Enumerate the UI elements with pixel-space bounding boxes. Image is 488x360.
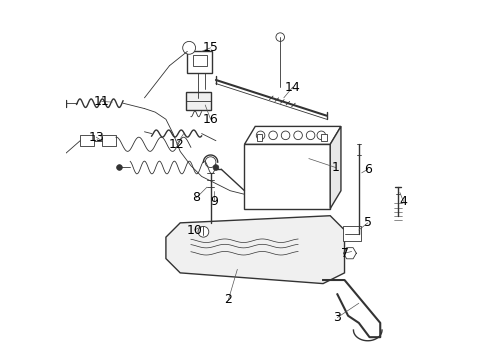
Polygon shape: [244, 126, 340, 144]
Bar: [185, 93, 210, 111]
Bar: [192, 55, 206, 66]
Circle shape: [198, 226, 208, 237]
Text: 14: 14: [285, 81, 300, 94]
Text: 12: 12: [168, 138, 184, 151]
Circle shape: [281, 131, 289, 140]
Text: 2: 2: [224, 293, 232, 306]
Text: 7: 7: [340, 247, 348, 260]
Bar: [342, 226, 360, 241]
Circle shape: [205, 157, 216, 167]
Bar: [102, 135, 116, 146]
Text: 4: 4: [399, 195, 407, 208]
Bar: [80, 135, 94, 146]
Circle shape: [256, 131, 264, 140]
Text: 10: 10: [186, 224, 202, 237]
Text: 8: 8: [192, 192, 200, 204]
Circle shape: [268, 131, 277, 140]
Text: 9: 9: [210, 195, 218, 208]
Text: 16: 16: [202, 113, 218, 126]
Bar: [187, 51, 212, 73]
Circle shape: [183, 41, 195, 54]
Text: 1: 1: [331, 161, 339, 174]
Circle shape: [305, 131, 314, 140]
Circle shape: [213, 165, 218, 170]
Bar: [321, 134, 326, 141]
Text: 11: 11: [94, 95, 109, 108]
Circle shape: [116, 165, 122, 170]
Polygon shape: [329, 126, 340, 208]
Circle shape: [293, 131, 302, 140]
Bar: [257, 134, 262, 141]
Circle shape: [275, 33, 284, 41]
Circle shape: [316, 131, 325, 140]
Bar: [244, 144, 329, 208]
Text: 13: 13: [88, 131, 104, 144]
Text: 6: 6: [363, 163, 371, 176]
Polygon shape: [165, 216, 344, 284]
Text: 3: 3: [333, 311, 341, 324]
Text: 5: 5: [363, 216, 371, 229]
Text: 15: 15: [202, 41, 218, 54]
